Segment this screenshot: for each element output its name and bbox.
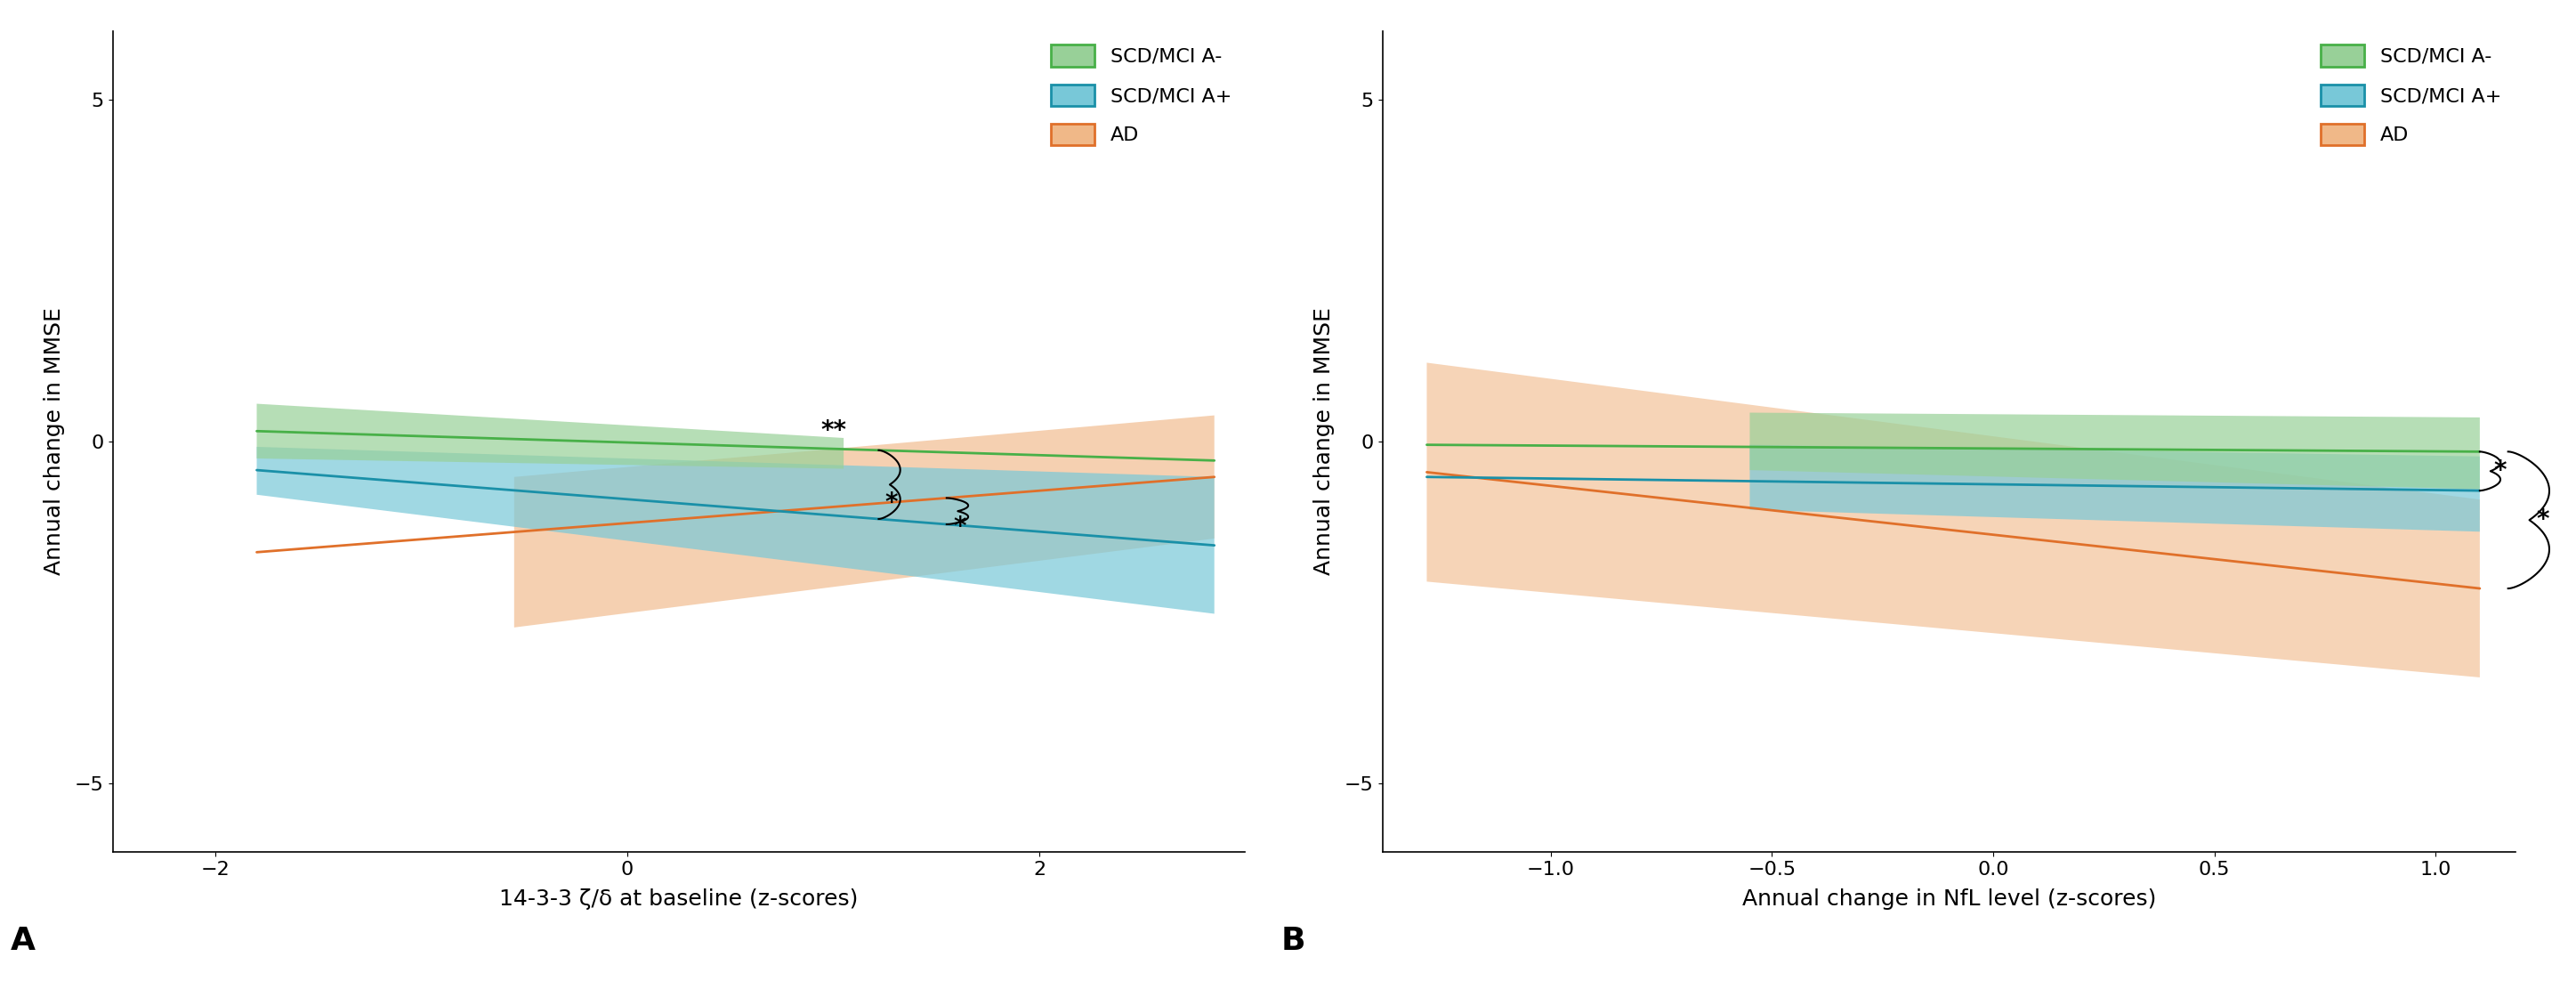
Text: *: * bbox=[886, 490, 899, 515]
Polygon shape bbox=[258, 447, 1213, 614]
X-axis label: Annual change in NfL level (z-scores): Annual change in NfL level (z-scores) bbox=[1741, 888, 2156, 909]
Y-axis label: Annual change in MMSE: Annual change in MMSE bbox=[1314, 307, 1334, 575]
Text: *: * bbox=[953, 515, 966, 540]
Polygon shape bbox=[258, 404, 845, 469]
Text: *: * bbox=[2537, 507, 2550, 533]
X-axis label: 14-3-3 ζ/δ at baseline (z-scores): 14-3-3 ζ/δ at baseline (z-scores) bbox=[500, 888, 858, 909]
Polygon shape bbox=[515, 415, 1213, 628]
Text: A: A bbox=[10, 926, 36, 956]
Polygon shape bbox=[1749, 444, 2481, 532]
Polygon shape bbox=[1749, 413, 2481, 490]
Text: **: ** bbox=[819, 419, 848, 443]
Y-axis label: Annual change in MMSE: Annual change in MMSE bbox=[44, 307, 64, 575]
Text: B: B bbox=[1280, 926, 1306, 956]
Text: *: * bbox=[2494, 459, 2506, 484]
Polygon shape bbox=[1427, 363, 2481, 678]
Legend: SCD/MCI A-, SCD/MCI A+, AD: SCD/MCI A-, SCD/MCI A+, AD bbox=[1043, 37, 1239, 153]
Legend: SCD/MCI A-, SCD/MCI A+, AD: SCD/MCI A-, SCD/MCI A+, AD bbox=[2313, 37, 2509, 153]
